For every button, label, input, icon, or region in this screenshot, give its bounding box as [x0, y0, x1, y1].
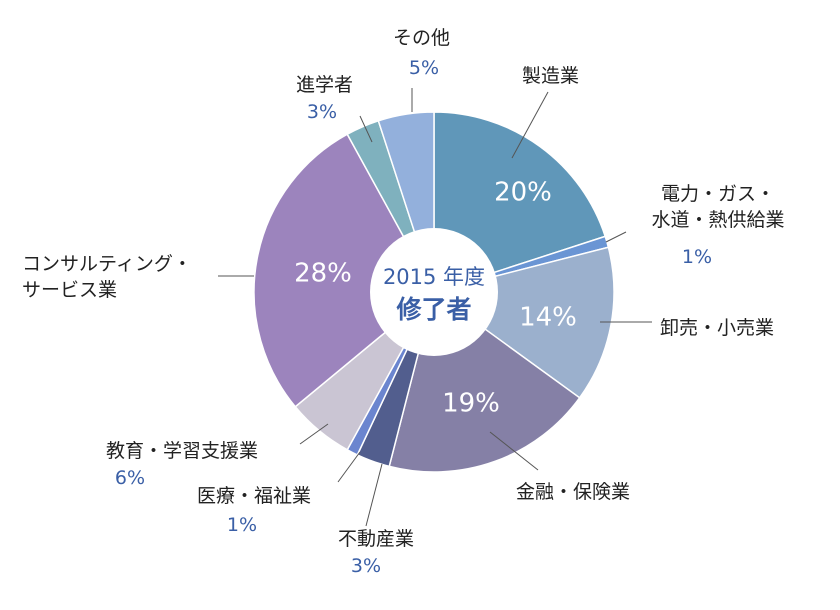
slice-value-label: 1%: [227, 514, 257, 536]
slice-category-label: 教育・学習支援業: [106, 440, 258, 462]
slice-value-label: 3%: [307, 101, 337, 123]
slice-category-label: コンサルティング・: [22, 253, 192, 275]
slice-category-label: 金融・保険業: [516, 481, 630, 503]
leader-line: [511, 91, 549, 159]
slice-value-label: 14%: [519, 303, 577, 333]
slice-category-label: 進学者: [296, 74, 353, 96]
slice-category-label: その他: [393, 27, 450, 49]
leader-line: [605, 231, 627, 243]
slice-value-label: 5%: [409, 57, 439, 79]
slice-category-label: 製造業: [522, 65, 579, 87]
slice-value-label: 20%: [494, 178, 552, 208]
slice-category-label: サービス業: [22, 279, 117, 301]
slice-value-label: 1%: [682, 246, 712, 268]
slice-value-label: 28%: [294, 259, 352, 289]
slice-value-label: 6%: [115, 467, 145, 489]
leader-line: [365, 463, 383, 527]
slice-value-label: 19%: [442, 389, 500, 419]
leader-line: [359, 115, 373, 143]
slice-category-label: 電力・ガス・: [661, 183, 775, 205]
pie-slice: [253, 133, 435, 408]
slice-category-label: 卸売・小売業: [660, 317, 774, 339]
center-label-title: 修了者: [395, 295, 471, 324]
slice-category-label: 不動産業: [338, 528, 414, 550]
leader-line: [489, 431, 539, 471]
slice-value-label: 3%: [351, 555, 381, 577]
leader-line: [337, 451, 361, 483]
center-label-year: 2015 年度: [383, 265, 485, 289]
slice-category-label: 医療・福祉業: [197, 485, 311, 507]
center-hole: [370, 228, 498, 356]
leader-line: [299, 423, 329, 445]
slice-category-label: 水道・熱供給業: [651, 209, 784, 231]
